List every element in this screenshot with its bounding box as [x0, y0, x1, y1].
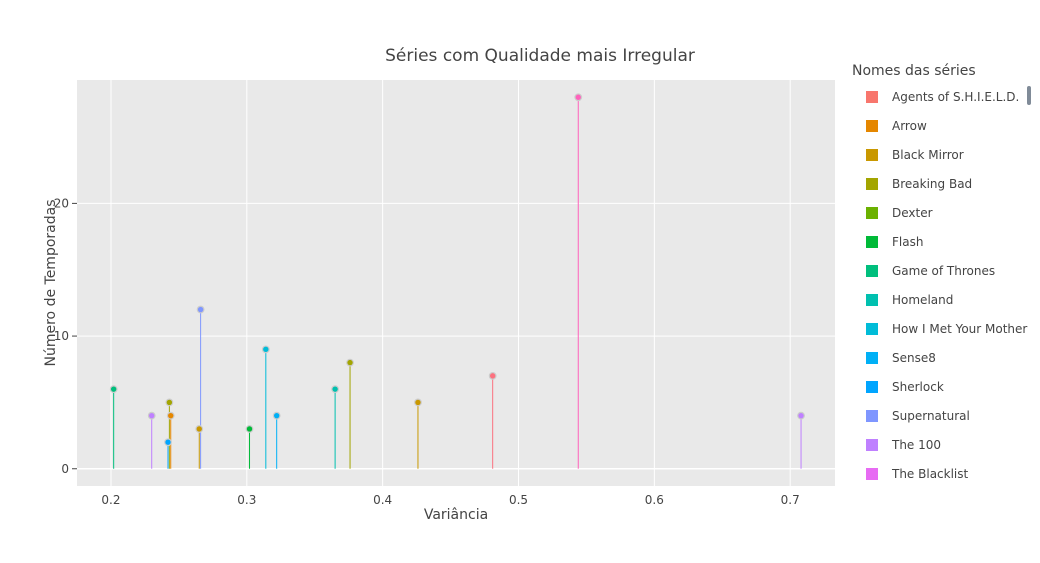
legend-swatch — [866, 91, 878, 103]
x-tick-label: 0.6 — [645, 493, 664, 507]
legend-swatch — [866, 236, 878, 248]
legend-swatch — [866, 178, 878, 190]
legend-item[interactable]: Breaking Bad — [866, 177, 972, 191]
data-point[interactable] — [165, 398, 174, 407]
data-point[interactable] — [147, 411, 156, 420]
legend-scrollbar[interactable] — [1027, 86, 1031, 105]
legend-title: Nomes das séries — [852, 63, 976, 79]
data-point[interactable] — [414, 398, 422, 407]
data-point[interactable] — [164, 438, 172, 447]
legend-item[interactable]: Supernatural — [866, 409, 970, 423]
x-tick-label: 0.7 — [781, 493, 800, 507]
legend-label: Agents of S.H.I.E.L.D. — [892, 90, 1019, 104]
legend-swatch — [866, 294, 878, 306]
legend-item[interactable]: Agents of S.H.I.E.L.D. — [866, 90, 1019, 104]
data-point[interactable] — [272, 411, 281, 420]
data-point[interactable] — [346, 358, 354, 367]
data-point[interactable] — [195, 425, 204, 433]
legend-label: Flash — [892, 235, 923, 249]
y-tick-label: 0 — [61, 462, 69, 476]
legend-item[interactable]: The Blacklist — [866, 467, 969, 481]
legend-swatch — [866, 265, 878, 277]
legend-item[interactable]: Black Mirror — [866, 148, 964, 162]
legend-item[interactable]: Game of Thrones — [866, 264, 995, 278]
data-point[interactable] — [196, 305, 205, 314]
legend-swatch — [866, 323, 878, 335]
legend-label: Arrow — [892, 119, 927, 133]
grid-lines — [72, 80, 835, 486]
legend-label: Black Mirror — [892, 148, 964, 162]
legend-swatch — [866, 410, 878, 422]
data-point[interactable] — [331, 385, 340, 394]
legend-item[interactable]: Flash — [866, 235, 923, 249]
legend-label: Sherlock — [892, 380, 944, 394]
data-point[interactable] — [797, 411, 805, 420]
legend-item[interactable]: Dexter — [866, 206, 933, 220]
data-point[interactable] — [166, 411, 175, 420]
legend-label: Dexter — [892, 206, 933, 220]
x-tick-label: 0.4 — [373, 493, 392, 507]
data-point[interactable] — [245, 425, 254, 433]
legend-item[interactable]: Arrow — [866, 119, 927, 133]
legend-item[interactable]: Sherlock — [866, 380, 944, 394]
chart-title: Séries com Qualidade mais Irregular — [385, 46, 695, 66]
legend-label: Game of Thrones — [892, 264, 995, 278]
y-tick-label: 10 — [54, 329, 69, 343]
legend[interactable]: Agents of S.H.I.E.L.D. Arrow Black Mirror B… — [866, 90, 1027, 481]
x-tick-labels: 0.2 0.3 0.4 0.5 0.6 0.7 — [101, 493, 799, 507]
legend-label: The 100 — [891, 438, 941, 452]
legend-label: Breaking Bad — [892, 177, 972, 191]
data-point[interactable] — [109, 385, 118, 394]
legend-swatch — [866, 149, 878, 161]
legend-item[interactable]: Homeland — [866, 293, 953, 307]
legend-label: Supernatural — [892, 409, 970, 423]
x-axis-title: Variância — [424, 507, 488, 523]
legend-item[interactable]: Sense8 — [866, 351, 936, 365]
legend-label: How I Met Your Mother — [892, 322, 1027, 336]
plot-background — [77, 80, 835, 486]
x-tick-label: 0.3 — [237, 493, 256, 507]
y-axis-title: Número de Temporadas — [43, 200, 59, 367]
legend-swatch — [866, 439, 878, 451]
legend-item[interactable]: The 100 — [866, 438, 941, 452]
x-tick-label: 0.2 — [101, 493, 120, 507]
data-point[interactable] — [574, 93, 583, 102]
legend-item[interactable]: How I Met Your Mother — [866, 322, 1027, 336]
legend-swatch — [866, 207, 878, 219]
legend-label: Sense8 — [892, 351, 936, 365]
data-points — [109, 93, 805, 447]
legend-swatch — [866, 352, 878, 364]
x-tick-label: 0.5 — [509, 493, 528, 507]
y-tick-labels: 0 10 20 — [54, 196, 69, 475]
data-point[interactable] — [261, 345, 270, 354]
legend-swatch — [866, 381, 878, 393]
data-point[interactable] — [488, 371, 497, 380]
legend-label: The Blacklist — [891, 467, 969, 481]
y-tick-label: 20 — [54, 196, 69, 210]
legend-label: Homeland — [892, 293, 953, 307]
legend-swatch — [866, 120, 878, 132]
legend-swatch — [866, 468, 878, 480]
